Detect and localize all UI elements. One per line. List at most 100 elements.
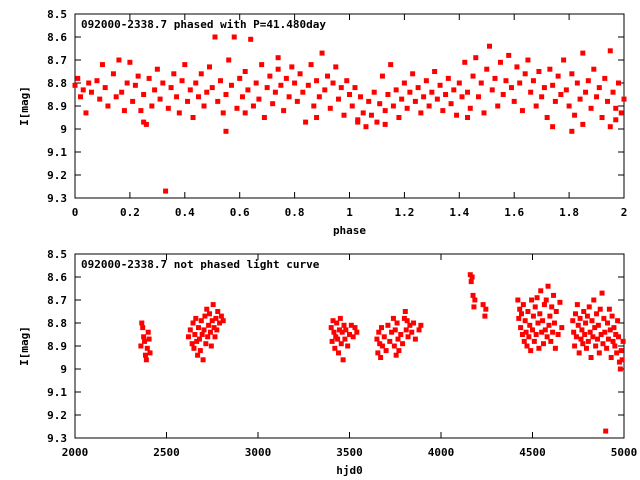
- data-point: [213, 315, 219, 321]
- data-point: [378, 355, 384, 360]
- data-point: [292, 80, 298, 86]
- data-point: [394, 320, 400, 326]
- data-point: [350, 334, 356, 340]
- data-point: [387, 338, 393, 344]
- data-point: [582, 332, 588, 337]
- data-point: [421, 94, 427, 100]
- data-point: [602, 329, 608, 335]
- data-point: [617, 366, 623, 372]
- data-point: [476, 94, 482, 100]
- y-axis-ticks: 8.5 8.6 8.7 8.8 8.9 9 9.1 9.2 9.3: [47, 248, 624, 445]
- data-point: [405, 334, 411, 340]
- y-tick-label: 9.3: [47, 192, 67, 205]
- data-point: [538, 288, 544, 294]
- data-point: [468, 279, 474, 285]
- chart-title: 092000-2338.7 not phased light curve: [81, 258, 320, 271]
- data-point: [497, 59, 503, 65]
- data-point: [572, 343, 578, 349]
- data-point: [423, 78, 429, 84]
- y-tick-label: 9.3: [47, 432, 67, 445]
- data-point: [204, 89, 210, 95]
- data-point: [204, 306, 210, 312]
- data-point: [606, 306, 612, 312]
- data-point: [390, 103, 396, 109]
- data-point: [530, 313, 536, 319]
- data-point: [470, 73, 476, 79]
- data-point: [605, 336, 611, 342]
- data-point: [336, 327, 342, 333]
- data-point: [607, 124, 613, 130]
- data-point: [327, 105, 333, 111]
- data-point: [223, 128, 229, 134]
- y-tick-label: 8.8: [47, 317, 67, 330]
- data-point: [220, 318, 226, 324]
- data-points: [72, 34, 627, 194]
- data-point: [580, 341, 586, 347]
- x-tick-label: 0.8: [285, 206, 305, 219]
- data-point: [588, 355, 594, 360]
- data-point: [75, 75, 81, 81]
- data-point: [566, 103, 572, 109]
- data-point: [168, 85, 174, 91]
- data-point: [609, 313, 615, 319]
- data-point: [226, 57, 232, 63]
- data-point: [331, 329, 337, 335]
- data-point: [572, 112, 578, 118]
- data-point: [142, 338, 148, 344]
- x-tick-label: 1: [346, 206, 353, 219]
- data-point: [519, 311, 525, 317]
- data-point: [371, 89, 377, 95]
- data-point: [355, 119, 361, 125]
- data-point: [415, 85, 421, 91]
- data-point: [217, 78, 223, 84]
- data-point: [443, 92, 449, 97]
- data-point: [190, 115, 196, 120]
- data-point: [72, 82, 78, 88]
- data-point: [470, 292, 476, 298]
- data-point: [368, 112, 374, 118]
- data-point: [231, 34, 237, 40]
- data-point: [377, 101, 383, 107]
- x-tick-label: 1.6: [504, 206, 524, 219]
- data-point: [540, 318, 546, 324]
- data-point: [526, 334, 532, 340]
- data-point: [541, 85, 547, 91]
- data-point: [345, 343, 351, 349]
- data-point: [533, 103, 539, 109]
- data-point: [152, 87, 158, 93]
- data-point: [561, 57, 567, 63]
- data-point: [594, 336, 600, 342]
- data-point: [332, 345, 338, 351]
- data-point: [517, 80, 523, 86]
- data-point: [203, 341, 209, 347]
- data-point: [555, 73, 561, 79]
- data-point: [569, 128, 575, 134]
- data-point: [217, 320, 223, 326]
- data-point: [294, 98, 300, 104]
- data-point: [518, 325, 524, 331]
- data-point: [542, 327, 548, 333]
- data-point: [374, 119, 380, 125]
- data-point: [202, 313, 208, 319]
- data-point: [270, 101, 276, 107]
- data-point: [516, 315, 522, 321]
- data-point: [593, 343, 599, 349]
- data-point: [319, 50, 325, 56]
- data-point: [286, 94, 292, 100]
- data-point: [456, 80, 462, 86]
- data-point: [223, 92, 229, 97]
- data-point: [547, 313, 553, 319]
- data-point: [185, 98, 191, 104]
- data-point: [522, 71, 528, 77]
- data-point: [396, 115, 402, 120]
- data-point: [342, 336, 348, 342]
- data-point: [600, 341, 606, 347]
- data-point: [576, 350, 582, 356]
- data-point: [113, 94, 119, 100]
- data-point: [615, 318, 621, 324]
- data-point: [571, 329, 577, 335]
- data-point: [385, 92, 391, 97]
- data-point: [583, 320, 589, 326]
- data-point: [363, 124, 369, 130]
- x-tick-label: 0.6: [230, 206, 250, 219]
